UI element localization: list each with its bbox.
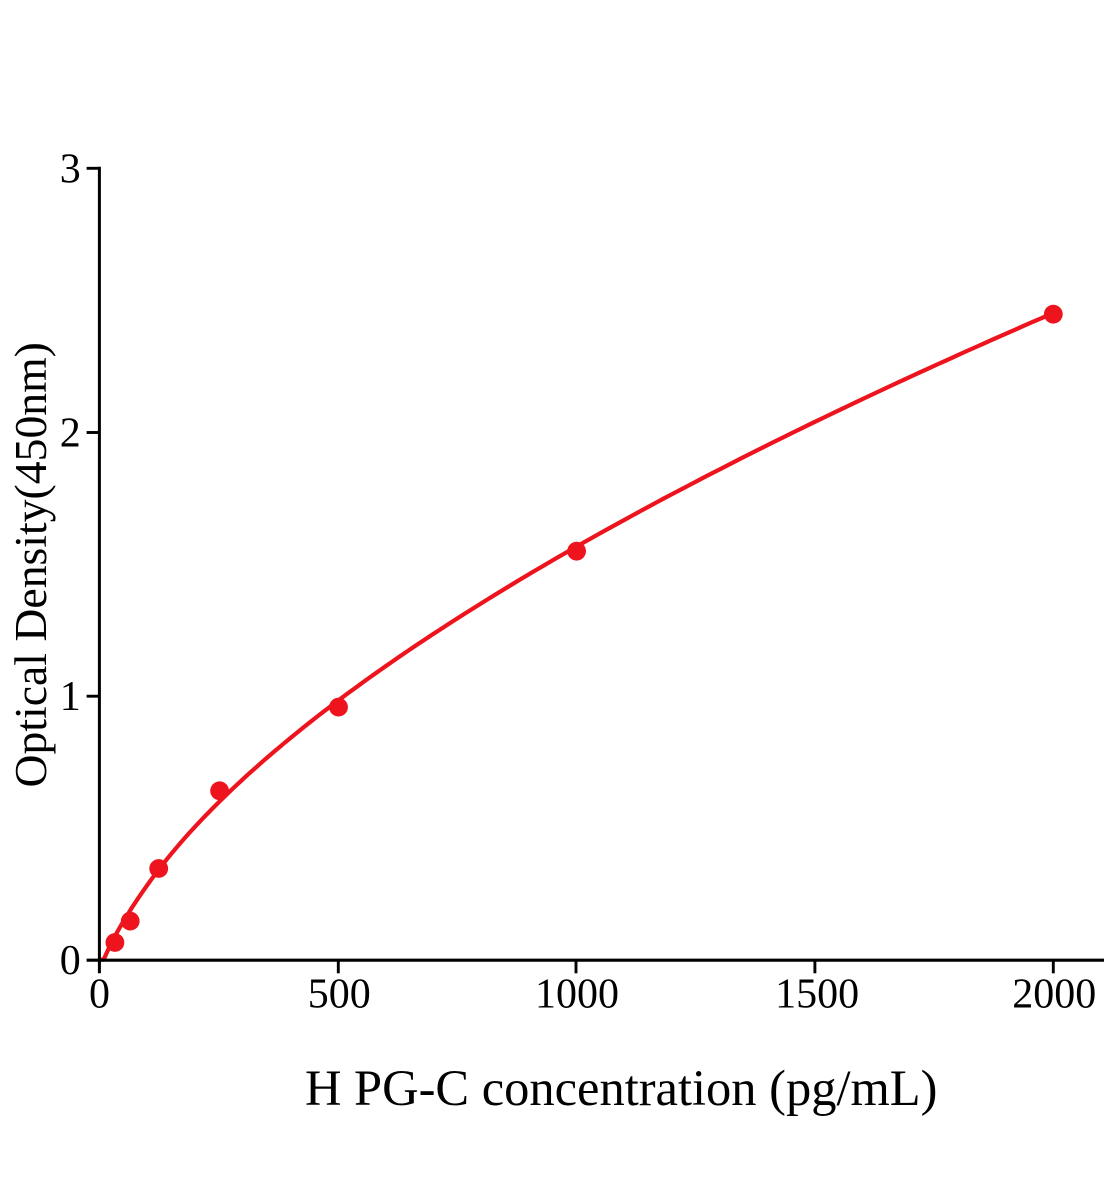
svg-text:Optical Density(450nm): Optical Density(450nm) [5,342,56,787]
svg-text:2: 2 [60,411,81,457]
svg-text:500: 500 [308,971,371,1017]
svg-text:H PG-C concentration (pg/mL): H PG-C concentration (pg/mL) [305,1060,938,1116]
svg-text:1000: 1000 [535,971,619,1017]
svg-text:1: 1 [60,674,81,720]
svg-text:0: 0 [89,971,110,1017]
svg-text:1500: 1500 [775,971,859,1017]
svg-text:3: 3 [60,146,81,192]
svg-text:2000: 2000 [1012,971,1096,1017]
svg-text:0: 0 [60,938,81,984]
